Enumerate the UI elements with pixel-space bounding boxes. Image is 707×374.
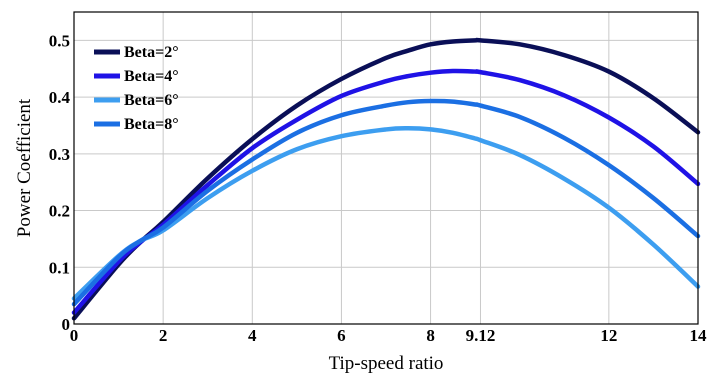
legend-label: Beta=6° <box>124 92 179 109</box>
x-tick-labels: 0 2 4 6 8 9.12 12 14 <box>70 326 707 345</box>
y-axis-label: Power Coefficient <box>14 98 35 237</box>
series-line-4 <box>71 98 701 307</box>
x-tick-label: 9.12 <box>466 326 496 345</box>
x-tick-label: 12 <box>600 326 617 345</box>
series-line-2 <box>71 68 701 315</box>
x-tick-label: 14 <box>690 326 707 345</box>
y-tick-label: 0.4 <box>49 88 71 107</box>
x-tick-label: 8 <box>426 326 435 345</box>
legend-label: Beta=8° <box>124 116 179 133</box>
legend-label: Beta=2° <box>124 44 179 61</box>
series-lines <box>71 37 701 321</box>
y-tick-labels: 0 0.1 0.2 0.3 0.4 0.5 <box>49 31 71 334</box>
series-line-3 <box>71 126 701 301</box>
x-tick-label: 0 <box>70 326 79 345</box>
plot-frame <box>73 11 699 325</box>
legend-label: Beta=4° <box>124 68 179 85</box>
y-tick-label: 0.3 <box>49 145 70 164</box>
x-axis-label: Tip-speed ratio <box>329 353 444 374</box>
y-tick-label: 0.1 <box>49 258 70 277</box>
legend: Beta=2° Beta=4° Beta=6° Beta=8° <box>94 44 179 133</box>
y-tick-label: 0.2 <box>49 202 70 221</box>
x-tick-label: 2 <box>159 326 168 345</box>
y-tick-label: 0 <box>62 315 71 334</box>
y-tick-label: 0.5 <box>49 31 70 50</box>
x-tick-label: 6 <box>337 326 346 345</box>
x-tick-label: 4 <box>248 326 257 345</box>
